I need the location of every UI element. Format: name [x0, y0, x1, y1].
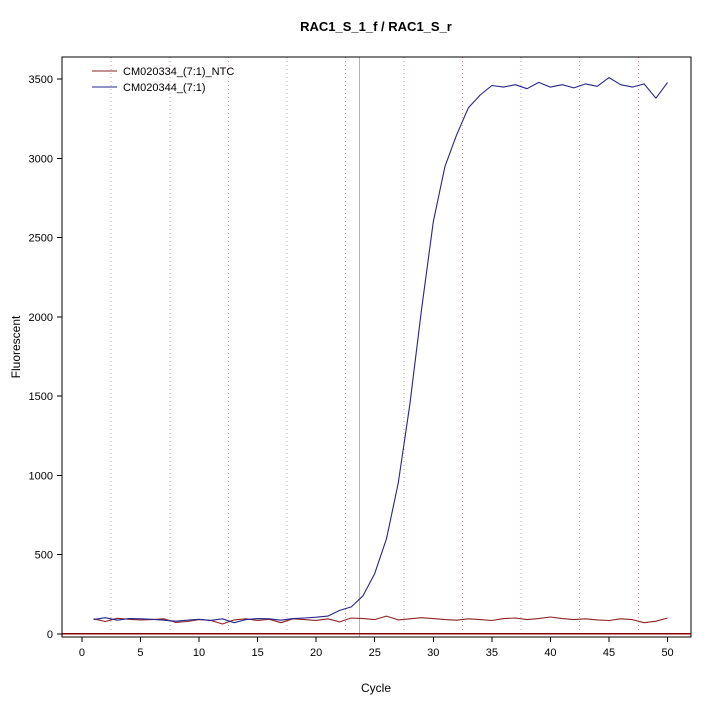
y-tick-label: 500	[35, 550, 53, 562]
y-tick-label: 2500	[29, 233, 53, 245]
y-tick-label: 3000	[29, 153, 53, 165]
x-tick-label: 45	[603, 647, 615, 659]
x-tick-label: 5	[137, 647, 143, 659]
y-tick-label: 0	[47, 629, 53, 641]
x-tick-label: 10	[193, 647, 205, 659]
x-tick-label: 35	[486, 647, 498, 659]
x-tick-label: 20	[310, 647, 322, 659]
y-tick-label: 3500	[29, 74, 53, 86]
x-axis-label: Cycle	[361, 681, 391, 695]
plot-area: 0 5 10 15 20 25 30 35 40 45 5005001000150020002500…	[29, 56, 692, 659]
legend: CM020334_(7:1)_NTC CM020344_(7:1)	[92, 66, 234, 94]
y-axis-label: Fluorescent	[9, 315, 23, 378]
x-tick-label: 50	[661, 647, 673, 659]
chart-title: RAC1_S_1_f / RAC1_S_r	[300, 19, 452, 34]
x-tick-label: 40	[544, 647, 556, 659]
y-tick-label: 1500	[29, 391, 53, 403]
plot-box	[61, 56, 692, 638]
legend-label-sample: CM020344_(7:1)	[123, 82, 206, 94]
series-line-1	[93, 77, 669, 624]
x-tick-label: 15	[251, 647, 263, 659]
x-tick-label: 30	[427, 647, 439, 659]
y-tick-label: 2000	[29, 312, 53, 324]
legend-label-ntc: CM020334_(7:1)_NTC	[123, 66, 234, 78]
x-tick-label: 25	[369, 647, 381, 659]
y-tick-label: 1000	[29, 470, 53, 482]
series-line-0	[93, 615, 668, 625]
x-tick-label: 0	[79, 647, 85, 659]
